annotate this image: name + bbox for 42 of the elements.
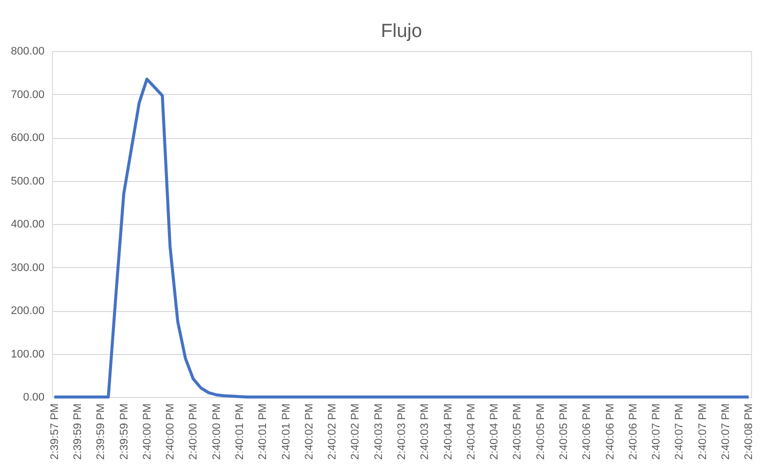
x-tick-label: 2:40:03 PM <box>372 404 385 460</box>
x-tick-label: 2:40:04 PM <box>442 404 454 460</box>
x-tick-label: 2:40:04 PM <box>488 404 501 460</box>
x-tick-label: 2:39:57 PM <box>48 404 61 460</box>
x-tick-label: 2:40:07 PM <box>650 404 663 460</box>
x-tick-label: 2:40:00 PM <box>164 404 177 460</box>
x-tick-label: 2:40:01 PM <box>257 404 270 460</box>
x-tick-label: 2:40:01 PM <box>234 404 246 460</box>
chart-title: Flujo <box>380 21 422 42</box>
x-tick-label: 2:40:07 PM <box>674 404 686 460</box>
x-tick-label: 2:40:06 PM <box>581 404 594 460</box>
x-tick-label: 2:40:01 PM <box>280 404 292 460</box>
y-tick-label: 100.00 <box>10 348 44 360</box>
x-tick-label: 2:40:05 PM <box>512 404 524 460</box>
x-tick-label: 2:39:59 PM <box>95 404 108 460</box>
y-tick-label: 200.00 <box>10 305 44 317</box>
x-tick-label: 2:40:02 PM <box>350 404 362 460</box>
x-tick-label: 2:40:08 PM <box>743 404 756 460</box>
x-tick-label: 2:40:03 PM <box>396 404 408 460</box>
x-tick-label: 2:40:05 PM <box>558 404 570 460</box>
x-tick-label: 2:39:59 PM <box>72 404 84 460</box>
x-tick-label: 2:40:00 PM <box>141 404 154 460</box>
y-tick-label: 0.00 <box>23 392 44 404</box>
x-tick-label: 2:40:02 PM <box>303 404 316 460</box>
y-tick-label: 800.00 <box>10 46 44 58</box>
x-tick-label: 2:40:07 PM <box>696 404 709 460</box>
x-tick-label: 2:40:00 PM <box>210 404 223 460</box>
x-tick-label: 2:40:06 PM <box>627 404 640 460</box>
x-tick-label: 2:40:03 PM <box>419 404 432 460</box>
x-tick-label: 2:40:05 PM <box>534 404 547 460</box>
x-tick-label: 2:40:06 PM <box>604 404 616 460</box>
x-tick-label: 2:39:59 PM <box>118 404 130 460</box>
x-tick-label: 2:40:07 PM <box>720 404 732 460</box>
y-tick-label: 500.00 <box>10 175 44 188</box>
y-tick-label: 600.00 <box>10 132 44 144</box>
x-tick-label: 2:40:00 PM <box>188 404 200 460</box>
line-series <box>52 78 750 398</box>
y-tick-label: 400.00 <box>10 218 44 230</box>
y-tick-label: 700.00 <box>10 88 44 101</box>
y-tick-label: 300.00 <box>10 262 44 274</box>
x-tick-label: 2:40:04 PM <box>465 404 478 460</box>
x-tick-label: 2:40:02 PM <box>326 404 339 460</box>
